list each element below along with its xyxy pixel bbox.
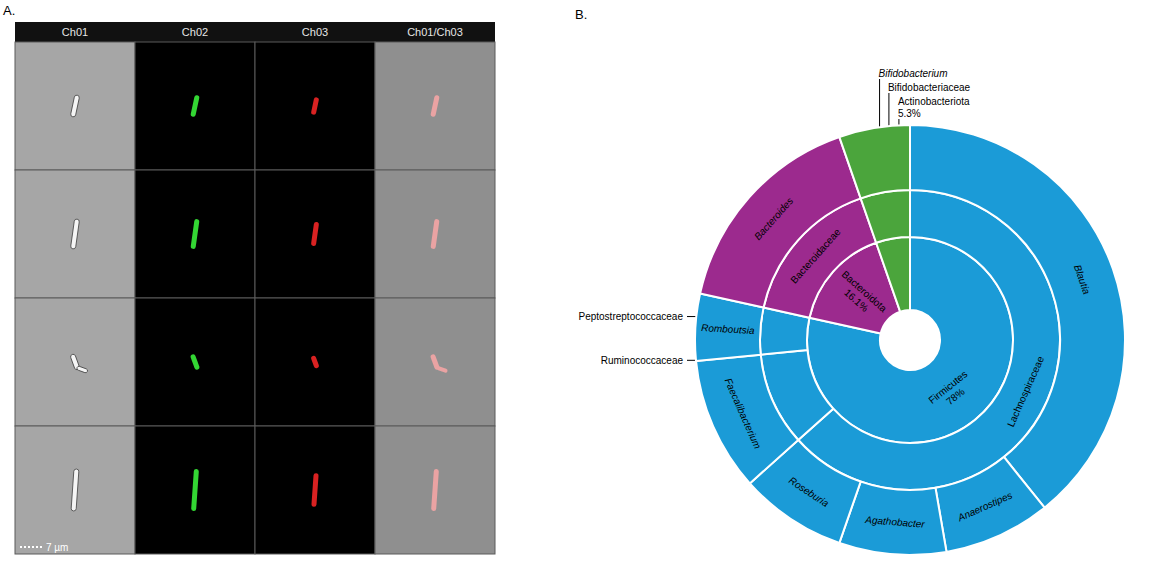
svg-text:Actinobacteriota: Actinobacteriota bbox=[898, 96, 970, 107]
svg-text:Bifidobacterium: Bifidobacterium bbox=[879, 68, 948, 79]
svg-text:Firmicutes: Firmicutes bbox=[926, 368, 970, 406]
svg-text:Agathobacter: Agathobacter bbox=[864, 514, 926, 530]
svg-text:A.: A. bbox=[3, 3, 15, 18]
svg-text:Ch02: Ch02 bbox=[182, 26, 208, 38]
svg-text:Lachnospiraceae: Lachnospiraceae bbox=[1005, 354, 1046, 428]
svg-text:Ruminococcaceae: Ruminococcaceae bbox=[601, 355, 684, 366]
svg-text:78%: 78% bbox=[944, 386, 967, 407]
svg-text:Faecalibacterium: Faecalibacterium bbox=[723, 376, 764, 450]
svg-text:Anaerostipes: Anaerostipes bbox=[955, 489, 1014, 523]
svg-text:Blautia: Blautia bbox=[1072, 263, 1093, 296]
svg-text:Ch01/Ch03: Ch01/Ch03 bbox=[407, 26, 463, 38]
svg-text:Bifidobacteriaceae: Bifidobacteriaceae bbox=[888, 82, 971, 93]
svg-text:Ch01: Ch01 bbox=[62, 26, 88, 38]
svg-text:Peptostreptococcaceae: Peptostreptococcaceae bbox=[578, 311, 683, 322]
svg-text:5.3%: 5.3% bbox=[898, 108, 921, 119]
svg-text:Ch03: Ch03 bbox=[302, 26, 328, 38]
svg-text:Roseburia: Roseburia bbox=[787, 475, 831, 510]
svg-text:Bacteroidaceae: Bacteroidaceae bbox=[788, 226, 843, 286]
svg-text:B.: B. bbox=[575, 7, 587, 22]
svg-text:Bacteroides: Bacteroides bbox=[752, 195, 795, 242]
svg-text:Bacteroidota: Bacteroidota bbox=[840, 269, 890, 315]
svg-text:Romboutsia: Romboutsia bbox=[701, 322, 755, 336]
svg-text:16.1%: 16.1% bbox=[842, 287, 871, 314]
svg-text:7 µm: 7 µm bbox=[46, 542, 68, 553]
